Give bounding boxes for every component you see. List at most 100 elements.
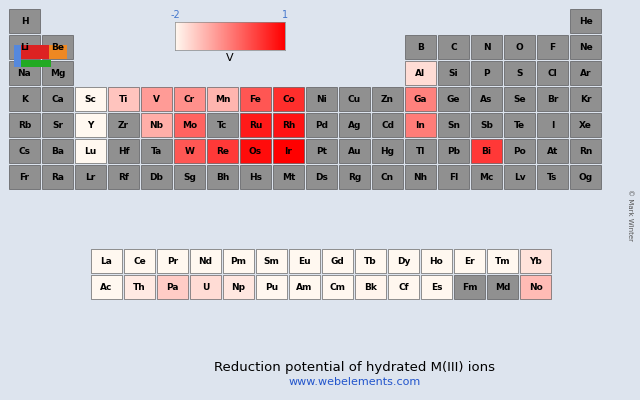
Text: Cn: Cn: [381, 172, 394, 182]
Bar: [14, 45, 21, 67]
FancyBboxPatch shape: [256, 275, 287, 299]
Text: Os: Os: [249, 146, 262, 156]
FancyBboxPatch shape: [9, 113, 40, 137]
FancyBboxPatch shape: [537, 139, 568, 163]
Text: Fm: Fm: [461, 282, 477, 292]
Text: Bk: Bk: [364, 282, 377, 292]
FancyBboxPatch shape: [207, 165, 238, 189]
FancyBboxPatch shape: [42, 139, 73, 163]
Text: 1: 1: [282, 10, 288, 20]
FancyBboxPatch shape: [174, 139, 205, 163]
FancyBboxPatch shape: [570, 35, 601, 59]
Text: Hf: Hf: [118, 146, 129, 156]
FancyBboxPatch shape: [289, 249, 320, 273]
FancyBboxPatch shape: [223, 249, 254, 273]
FancyBboxPatch shape: [9, 139, 40, 163]
Text: K: K: [21, 94, 28, 104]
FancyBboxPatch shape: [438, 35, 469, 59]
Text: Ca: Ca: [51, 94, 64, 104]
Text: Re: Re: [216, 146, 229, 156]
FancyBboxPatch shape: [520, 249, 551, 273]
FancyBboxPatch shape: [42, 61, 73, 85]
FancyBboxPatch shape: [504, 61, 535, 85]
FancyBboxPatch shape: [405, 165, 436, 189]
FancyBboxPatch shape: [504, 87, 535, 111]
Text: Reduction potential of hydrated M(III) ions: Reduction potential of hydrated M(III) i…: [214, 362, 495, 374]
Text: Pa: Pa: [166, 282, 179, 292]
Text: Lv: Lv: [514, 172, 525, 182]
FancyBboxPatch shape: [240, 139, 271, 163]
Text: Na: Na: [18, 68, 31, 78]
Text: Dy: Dy: [397, 256, 410, 266]
FancyBboxPatch shape: [207, 139, 238, 163]
Text: P: P: [483, 68, 490, 78]
Text: O: O: [516, 42, 524, 52]
Text: Ar: Ar: [580, 68, 591, 78]
FancyBboxPatch shape: [273, 87, 304, 111]
FancyBboxPatch shape: [471, 113, 502, 137]
Text: Mg: Mg: [50, 68, 65, 78]
FancyBboxPatch shape: [570, 9, 601, 33]
FancyBboxPatch shape: [487, 275, 518, 299]
Text: Ag: Ag: [348, 120, 361, 130]
FancyBboxPatch shape: [108, 87, 140, 111]
Text: Ne: Ne: [579, 42, 593, 52]
FancyBboxPatch shape: [75, 165, 106, 189]
Text: Te: Te: [514, 120, 525, 130]
FancyBboxPatch shape: [289, 275, 320, 299]
Text: Yb: Yb: [529, 256, 542, 266]
Text: Nd: Nd: [198, 256, 212, 266]
Text: Es: Es: [431, 282, 442, 292]
Text: Ni: Ni: [316, 94, 327, 104]
Text: Sg: Sg: [183, 172, 196, 182]
Text: Fr: Fr: [19, 172, 29, 182]
Text: Au: Au: [348, 146, 361, 156]
Text: Lr: Lr: [85, 172, 95, 182]
Text: Se: Se: [513, 94, 526, 104]
Text: At: At: [547, 146, 558, 156]
Text: Ts: Ts: [547, 172, 557, 182]
Text: Ba: Ba: [51, 146, 64, 156]
FancyBboxPatch shape: [339, 139, 370, 163]
FancyBboxPatch shape: [487, 249, 518, 273]
Text: S: S: [516, 68, 523, 78]
Text: Mt: Mt: [282, 172, 295, 182]
FancyBboxPatch shape: [388, 275, 419, 299]
FancyBboxPatch shape: [520, 275, 551, 299]
FancyBboxPatch shape: [454, 249, 485, 273]
Text: Mo: Mo: [182, 120, 197, 130]
Text: C: C: [450, 42, 457, 52]
FancyBboxPatch shape: [471, 35, 502, 59]
Text: Rb: Rb: [18, 120, 31, 130]
FancyBboxPatch shape: [570, 113, 601, 137]
Text: Be: Be: [51, 42, 64, 52]
Text: I: I: [551, 120, 554, 130]
Text: W: W: [184, 146, 195, 156]
FancyBboxPatch shape: [322, 275, 353, 299]
FancyBboxPatch shape: [570, 139, 601, 163]
FancyBboxPatch shape: [570, 87, 601, 111]
FancyBboxPatch shape: [471, 61, 502, 85]
Text: Ga: Ga: [413, 94, 428, 104]
FancyBboxPatch shape: [537, 113, 568, 137]
Text: Og: Og: [579, 172, 593, 182]
Text: Tb: Tb: [364, 256, 377, 266]
Text: Cd: Cd: [381, 120, 394, 130]
FancyBboxPatch shape: [306, 165, 337, 189]
FancyBboxPatch shape: [471, 87, 502, 111]
FancyBboxPatch shape: [42, 35, 73, 59]
Text: Co: Co: [282, 94, 295, 104]
FancyBboxPatch shape: [405, 35, 436, 59]
FancyBboxPatch shape: [504, 35, 535, 59]
Text: Ac: Ac: [100, 282, 113, 292]
FancyBboxPatch shape: [91, 275, 122, 299]
Text: Ti: Ti: [119, 94, 128, 104]
Text: Tl: Tl: [416, 146, 425, 156]
Text: Eu: Eu: [298, 256, 311, 266]
Text: Cm: Cm: [330, 282, 346, 292]
FancyBboxPatch shape: [141, 165, 172, 189]
FancyBboxPatch shape: [537, 87, 568, 111]
Text: Tm: Tm: [495, 256, 510, 266]
Text: Nh: Nh: [413, 172, 428, 182]
Text: B: B: [417, 42, 424, 52]
